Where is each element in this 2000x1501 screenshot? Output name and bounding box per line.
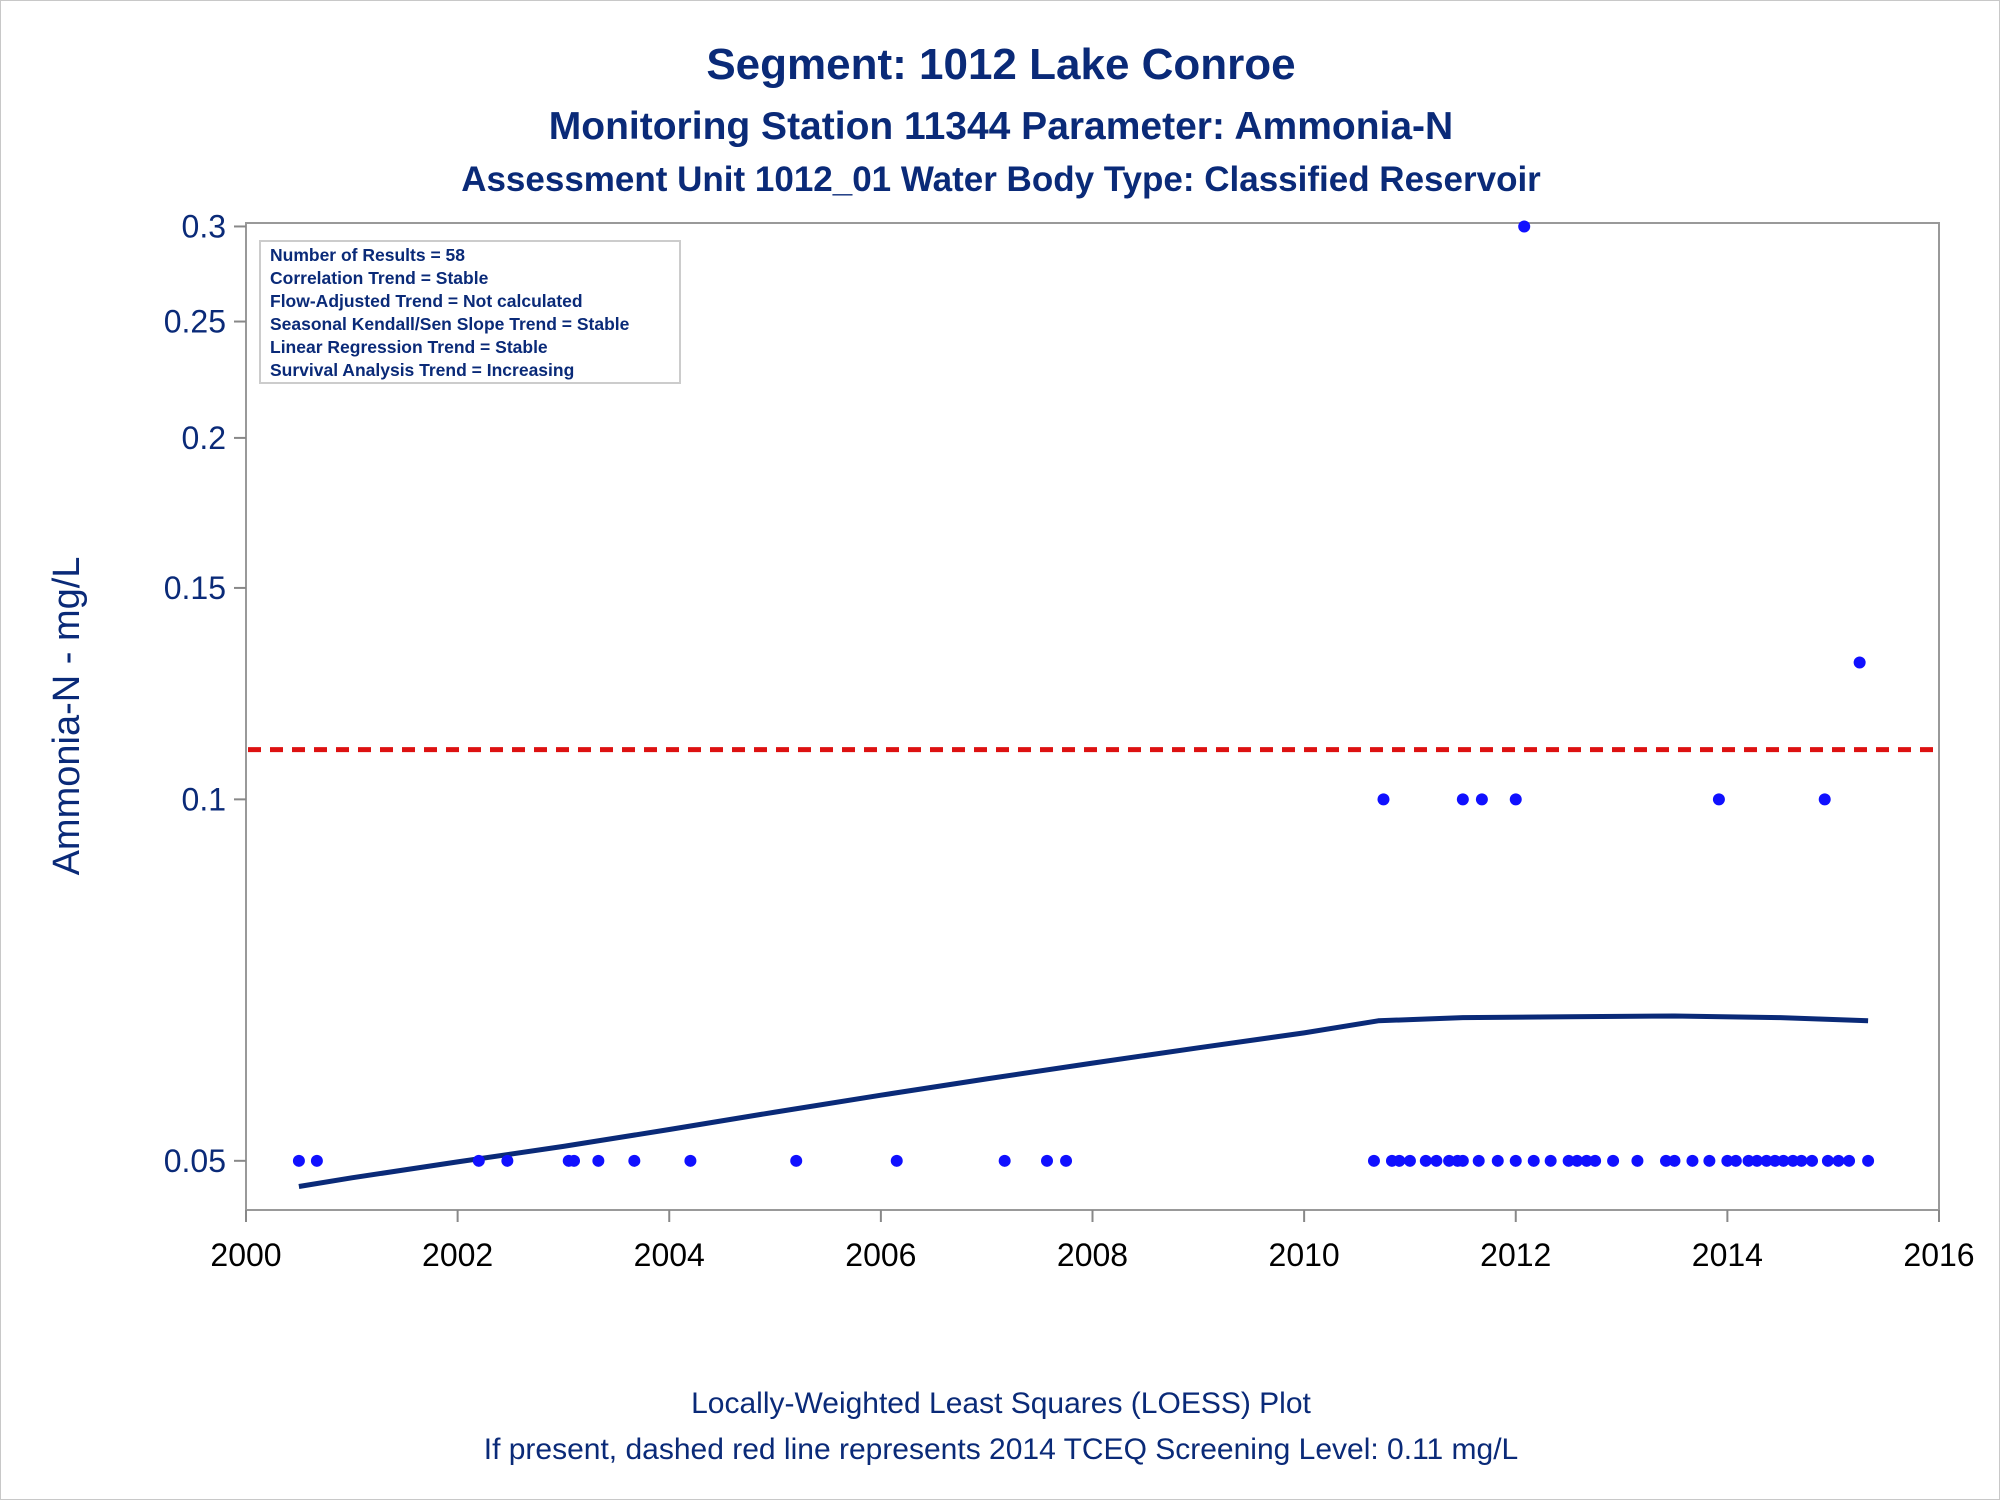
- data-point: [1703, 1154, 1716, 1167]
- footnote-screening-level: If present, dashed red line represents 2…: [484, 1433, 1519, 1466]
- data-point: [1472, 1154, 1485, 1167]
- data-point: [890, 1154, 903, 1167]
- trend-summary-border: [259, 240, 681, 384]
- data-point: [1686, 1154, 1699, 1167]
- data-point: [1786, 1154, 1799, 1167]
- y-tick-label: 0.3: [182, 208, 226, 244]
- summary-seasonal-kendall-trend: Seasonal Kendall/Sen Slope Trend = Stabl…: [270, 314, 630, 334]
- x-tick-label: 2014: [1692, 1237, 1763, 1273]
- summary-survival-analysis-trend: Survival Analysis Trend = Increasing: [270, 360, 574, 380]
- y-axis-label: Ammonia-N - mg/L: [46, 557, 88, 876]
- data-point: [1607, 1154, 1620, 1167]
- data-point: [1518, 220, 1531, 233]
- data-point: [1777, 1154, 1790, 1167]
- data-point: [1419, 1154, 1432, 1167]
- y-axis: 0.05 0.1 0.15 0.2 0.25 0.3: [164, 208, 246, 1179]
- x-tick-label: 2000: [210, 1237, 281, 1273]
- summary-flow-adjusted-trend: Flow-Adjusted Trend = Not calculated: [270, 291, 583, 311]
- data-point: [1377, 793, 1390, 806]
- data-point: [1367, 1154, 1380, 1167]
- loess-curve: [298, 1013, 1869, 1189]
- data-point: [501, 1154, 514, 1167]
- data-point: [1571, 1154, 1584, 1167]
- data-point: [1456, 1154, 1469, 1167]
- data-point: [1456, 793, 1469, 806]
- summary-correlation-trend: Correlation Trend = Stable: [270, 268, 489, 288]
- y-tick-label: 0.25: [164, 304, 226, 340]
- data-point: [998, 1154, 1011, 1167]
- chart-subtitle-assessment: Assessment Unit 1012_01 Water Body Type:…: [461, 160, 1541, 199]
- data-point: [472, 1154, 485, 1167]
- data-point: [1509, 1154, 1522, 1167]
- x-tick-label: 2016: [1903, 1237, 1974, 1273]
- x-tick-label: 2010: [1269, 1237, 1340, 1273]
- x-axis: 2000 2002 2004 2006 2008 2010 2012 2014 2016: [210, 1210, 1975, 1273]
- data-point: [1041, 1154, 1054, 1167]
- data-point: [684, 1154, 697, 1167]
- data-point: [1430, 1154, 1443, 1167]
- trend-summary-box: Number of Results = 58 Correlation Trend…: [259, 240, 681, 384]
- data-point: [1751, 1154, 1764, 1167]
- data-point: [1060, 1154, 1073, 1167]
- data-points: [292, 220, 1875, 1167]
- data-point: [1742, 1154, 1755, 1167]
- data-point: [1589, 1154, 1602, 1167]
- data-point: [292, 1154, 305, 1167]
- data-point: [1821, 1154, 1834, 1167]
- data-point: [1862, 1154, 1875, 1167]
- data-point: [1721, 1154, 1734, 1167]
- x-tick-label: 2002: [422, 1237, 493, 1273]
- data-point: [1853, 656, 1866, 669]
- data-point: [1509, 793, 1522, 806]
- data-point: [1580, 1154, 1593, 1167]
- data-point: [568, 1154, 581, 1167]
- data-point: [310, 1154, 323, 1167]
- y-tick-label: 0.2: [182, 420, 226, 456]
- data-point: [1393, 1154, 1406, 1167]
- data-point: [1712, 793, 1725, 806]
- data-point: [1806, 1154, 1819, 1167]
- data-point: [1832, 1154, 1845, 1167]
- x-tick-label: 2006: [845, 1237, 916, 1273]
- summary-linear-regression-trend: Linear Regression Trend = Stable: [270, 337, 548, 357]
- data-point: [628, 1154, 641, 1167]
- chart-title: Segment: 1012 Lake Conroe: [706, 40, 1295, 89]
- summary-number-of-results: Number of Results = 58: [270, 245, 465, 265]
- data-point: [1631, 1154, 1644, 1167]
- x-tick-label: 2012: [1480, 1237, 1551, 1273]
- data-point: [1795, 1154, 1808, 1167]
- x-tick-label: 2008: [1057, 1237, 1128, 1273]
- data-point: [1475, 793, 1488, 806]
- data-point: [1527, 1154, 1540, 1167]
- y-tick-label: 0.05: [164, 1143, 226, 1179]
- y-tick-label: 0.1: [182, 781, 226, 817]
- data-point: [790, 1154, 803, 1167]
- x-tick-label: 2004: [634, 1237, 705, 1273]
- data-point: [1768, 1154, 1781, 1167]
- data-point: [1491, 1154, 1504, 1167]
- data-point: [1729, 1154, 1742, 1167]
- data-point: [1544, 1154, 1557, 1167]
- data-point: [1668, 1154, 1681, 1167]
- chart-subtitle-station: Monitoring Station 11344 Parameter: Ammo…: [549, 105, 1453, 148]
- data-point: [1843, 1154, 1856, 1167]
- data-point: [1660, 1154, 1673, 1167]
- data-point: [1443, 1154, 1456, 1167]
- data-point: [1818, 793, 1831, 806]
- y-tick-label: 0.15: [164, 570, 226, 606]
- footnote-loess: Locally-Weighted Least Squares (LOESS) P…: [691, 1387, 1311, 1420]
- data-point: [1760, 1154, 1773, 1167]
- data-point: [1403, 1154, 1416, 1167]
- data-point: [1562, 1154, 1575, 1167]
- data-point: [592, 1154, 605, 1167]
